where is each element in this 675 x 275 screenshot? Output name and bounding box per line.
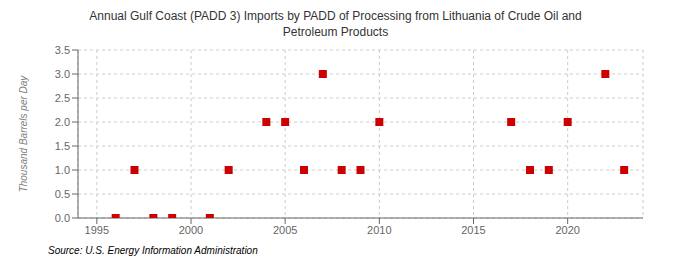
html-text:Source: U.S. Energy Informatio: Source: U.S. Energy Information Administ… — [48, 245, 258, 256]
svg-text:1.0: 1.0 — [55, 164, 70, 176]
html-text:Petroleum Products: Petroleum Products — [282, 25, 389, 39]
svg-text:1.5: 1.5 — [55, 140, 70, 152]
svg-text:2015: 2015 — [461, 224, 485, 236]
svg-text:2.0: 2.0 — [55, 116, 70, 128]
svg-text:2000: 2000 — [179, 224, 203, 236]
html-text:Annual Gulf Coast (PADD 3) Imp: Annual Gulf Coast (PADD 3) Imports by PA… — [89, 9, 582, 23]
svg-text:3.5: 3.5 — [55, 44, 70, 56]
svg-text:3.0: 3.0 — [55, 68, 70, 80]
svg-text:0.0: 0.0 — [55, 212, 70, 224]
svg-text:Thousand Barrels per Day: Thousand Barrels per Day — [18, 75, 29, 193]
svg-text:0.5: 0.5 — [55, 188, 70, 200]
svg-text:2.5: 2.5 — [55, 92, 70, 104]
svg-text:1995: 1995 — [85, 224, 109, 236]
svg-text:2010: 2010 — [367, 224, 391, 236]
svg-text:2020: 2020 — [555, 224, 579, 236]
svg-text:2005: 2005 — [273, 224, 297, 236]
